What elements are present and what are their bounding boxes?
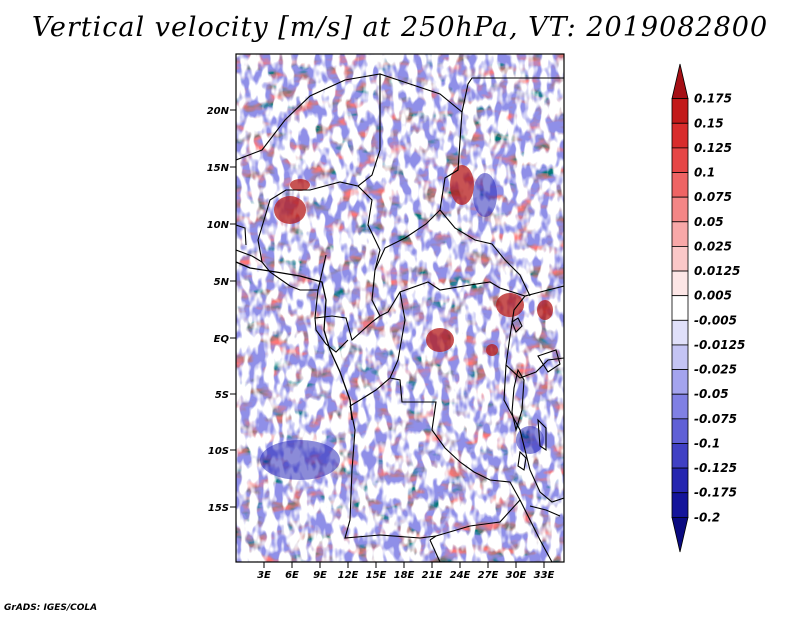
colorbar-label: -0.1 <box>694 436 720 450</box>
lat-label: 10N <box>207 220 230 231</box>
lon-label: 9E <box>313 570 327 581</box>
lat-label: EQ <box>214 334 230 345</box>
velocity-field <box>236 54 564 562</box>
colorbar-swatch <box>671 196 689 223</box>
lon-label: 6E <box>285 570 299 581</box>
colorbar-swatch <box>671 295 689 321</box>
colorbar-swatch <box>671 418 689 444</box>
colorbar-swatch <box>671 172 689 198</box>
colorbar-label: 0.025 <box>694 239 732 253</box>
colorbar-swatch <box>671 369 689 395</box>
lat-label: 5S <box>215 390 229 401</box>
colorbar-swatch <box>671 393 689 420</box>
colorbar-label: 0.0125 <box>694 264 740 278</box>
colorbar-swatch <box>671 122 689 149</box>
colorbar-label: 0.05 <box>694 215 724 229</box>
colorbar-label: -0.025 <box>694 363 737 377</box>
colorbar-swatch <box>671 344 689 370</box>
lat-label: 10S <box>208 446 229 457</box>
colorbar: 0.175 0.15 0.125 0.1 0.075 0.05 0.025 0.0125 0.0… <box>671 63 745 553</box>
colorbar-swatch <box>671 246 689 272</box>
lat-label: 15S <box>208 503 229 514</box>
colorbar-swatch <box>671 221 689 247</box>
colorbar-label: 0.1 <box>694 166 715 180</box>
lon-label: 30E <box>506 570 527 581</box>
lat-ticks <box>230 109 236 508</box>
lat-label: 20N <box>207 106 230 117</box>
colorbar-label: -0.2 <box>694 510 720 524</box>
great-lakes <box>511 317 561 517</box>
colorbar-swatch <box>671 98 689 124</box>
lat-label: 15N <box>207 163 230 174</box>
lat-label: 5N <box>214 277 230 288</box>
colorbar-swatch <box>671 147 689 173</box>
lon-label: 27E <box>478 570 499 581</box>
lon-label: 33E <box>534 570 555 581</box>
colorbar-label: 0.125 <box>694 141 732 155</box>
colorbar-swatch <box>671 492 689 518</box>
colorbar-swatch <box>671 270 689 297</box>
lon-label: 3E <box>257 570 271 581</box>
map-frame <box>235 53 565 563</box>
lon-label: 21E <box>422 570 443 581</box>
colorbar-label: -0.125 <box>694 461 737 475</box>
colorbar-swatch <box>671 516 689 553</box>
lon-ticks <box>263 562 545 568</box>
colorbar-label: 0.075 <box>694 190 732 204</box>
colorbar-label: -0.0125 <box>694 338 745 352</box>
colorbar-label: -0.05 <box>694 387 729 401</box>
colorbar-swatch <box>671 467 689 494</box>
colorbar-label: 0.005 <box>694 289 732 303</box>
colorbar-swatch <box>671 443 689 469</box>
footer-credit: GrADS: IGES/COLA <box>4 603 98 613</box>
coastline <box>236 261 353 421</box>
lon-label: 12E <box>338 570 359 581</box>
colorbar-label: 0.15 <box>694 116 724 130</box>
lon-label: 15E <box>366 570 387 581</box>
lon-label: 24E <box>450 570 471 581</box>
colorbar-swatch <box>671 319 689 346</box>
colorbar-label: -0.175 <box>694 486 737 500</box>
colorbar-label: -0.075 <box>694 412 737 426</box>
plot-title: Vertical velocity [m/s] at 250hPa, VT: 2… <box>31 12 769 43</box>
colorbar-swatch <box>671 63 689 100</box>
country-borders <box>236 73 564 562</box>
colorbar-label: 0.175 <box>694 92 732 106</box>
colorbar-label: -0.005 <box>694 313 737 327</box>
lon-label: 18E <box>394 570 415 581</box>
